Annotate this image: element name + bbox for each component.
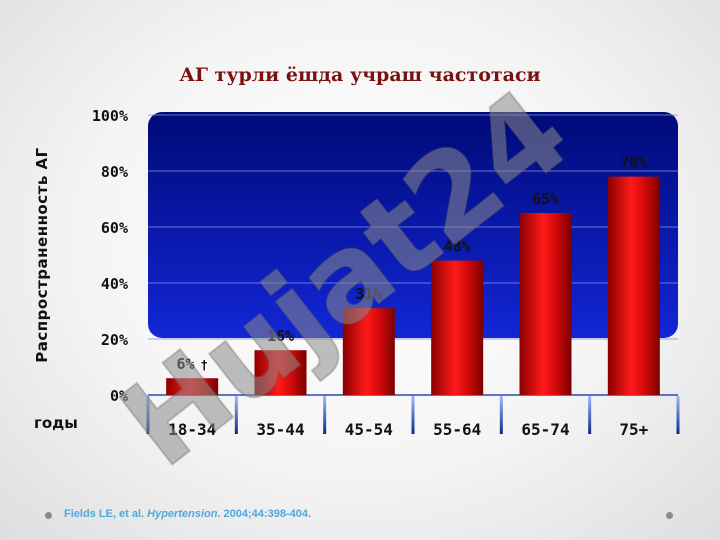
- bar-18-34: [166, 378, 219, 395]
- x-axis-separator: [588, 396, 592, 434]
- x-axis-separator: [676, 396, 680, 434]
- x-tick-label: 75+: [619, 420, 648, 439]
- bar-55-64: [431, 260, 484, 395]
- plot-background: [148, 112, 678, 338]
- x-axis-separator: [499, 396, 503, 434]
- source-citation: Fields LE, et al. Hypertension. 2004;44:…: [64, 508, 311, 520]
- x-axis-separator: [146, 396, 150, 434]
- bar-group: [166, 176, 660, 395]
- value-label: 6% †: [177, 355, 208, 373]
- source-rest: . 2004;44:398-404.: [217, 508, 312, 520]
- y-tick-label: 80%: [101, 163, 128, 181]
- bar-75+: [607, 176, 660, 395]
- value-label: 65%: [532, 190, 559, 208]
- value-labels: 6% † 16% 31% 48% 65% 78%: [177, 154, 648, 374]
- bar-35-44: [254, 350, 307, 395]
- x-axis-separator: [323, 396, 327, 434]
- bar-45-54: [342, 308, 395, 395]
- gridlines: [148, 114, 678, 340]
- y-tick-label: 20%: [101, 331, 128, 349]
- y-tick-label: 40%: [101, 275, 128, 293]
- y-tick-label: 0%: [110, 387, 128, 405]
- right-dot: [666, 512, 673, 519]
- left-dot: [45, 512, 52, 519]
- x-tick-label: 55-64: [433, 420, 481, 439]
- dagger-note: †: [201, 358, 208, 372]
- value-label: 16%: [267, 327, 294, 345]
- y-axis-label: Распространенность АГ: [33, 147, 51, 363]
- slide-title: АГ турли ёшда учраш частотаси: [179, 64, 541, 86]
- value-label: 31%: [355, 285, 382, 303]
- x-tick-label: 35-44: [256, 420, 304, 439]
- y-tick-label: 60%: [101, 219, 128, 237]
- x-tick-label: 65-74: [521, 420, 569, 439]
- y-tick-label: 100%: [92, 107, 128, 125]
- x-axis-separator: [234, 396, 238, 434]
- source-journal: Hypertension: [147, 508, 218, 520]
- x-tick-label: 45-54: [345, 420, 393, 439]
- x-axis-separators: [146, 396, 680, 434]
- x-tick-label: 18-34: [168, 420, 216, 439]
- y-axis-ticks: 0% 20% 40% 60% 80% 100%: [92, 107, 128, 405]
- category-labels: 18-34 35-44 45-54 55-64 65-74 75+: [168, 420, 649, 439]
- value-label: 78%: [620, 154, 647, 172]
- value-label: 48%: [444, 238, 471, 256]
- x-axis-separator: [411, 396, 415, 434]
- x-axis-label: годы: [34, 414, 78, 432]
- bar-65-74: [519, 213, 572, 395]
- source-authors: Fields LE, et al.: [64, 508, 148, 520]
